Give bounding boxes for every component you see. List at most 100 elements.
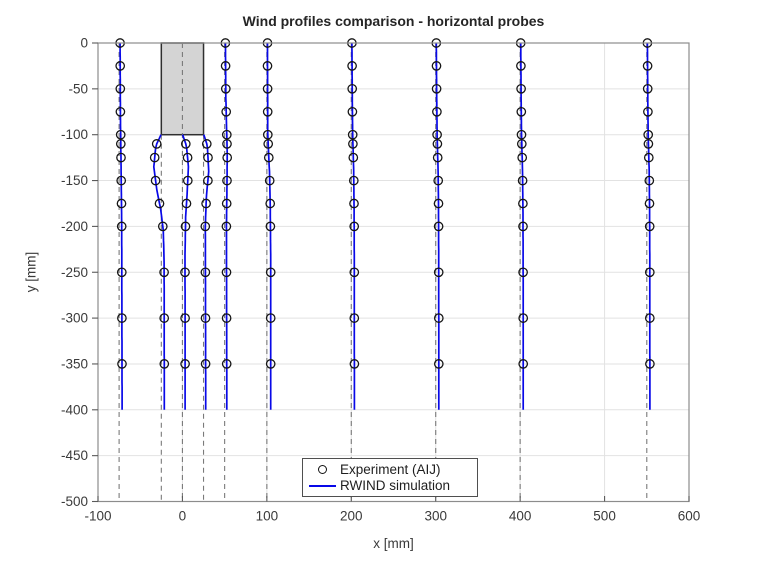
experiment-marker-icon — [317, 465, 327, 474]
y-tick-label: 0 — [80, 36, 88, 51]
y-tick-label: -450 — [61, 448, 88, 463]
simulation-line — [646, 43, 651, 410]
experiment-marker — [220, 61, 231, 71]
experiment-marker — [433, 198, 444, 209]
experiment-marker — [348, 152, 359, 163]
experiment-marker — [643, 152, 654, 163]
experiment-marker — [222, 139, 232, 149]
experiment-marker — [433, 359, 444, 369]
experiment-marker — [516, 106, 527, 117]
experiment-marker — [116, 152, 126, 163]
experiment-marker — [116, 221, 127, 232]
legend-item-experiment: Experiment (AIJ) — [307, 462, 477, 477]
experiment-marker — [347, 83, 358, 94]
experiment-marker — [115, 139, 126, 149]
experiment-marker — [516, 61, 526, 71]
x-tick-label: 0 — [179, 509, 187, 524]
y-tick-label: -400 — [61, 402, 88, 417]
x-tick-label: -100 — [84, 509, 111, 524]
experiment-marker — [221, 106, 232, 117]
experiment-marker — [517, 175, 528, 186]
experiment-marker — [518, 313, 529, 323]
experiment-marker — [263, 152, 274, 163]
experiment-marker — [644, 221, 655, 232]
experiment-marker — [263, 139, 274, 149]
experiment-marker — [264, 175, 275, 186]
experiment-marker — [642, 83, 653, 94]
experiment-marker — [200, 221, 211, 232]
experiment-marker — [347, 61, 357, 71]
experiment-marker — [644, 267, 655, 278]
experiment-marker — [150, 175, 161, 186]
y-tick-label: -300 — [61, 311, 88, 326]
experiment-marker — [151, 139, 162, 149]
experiment-marker — [645, 359, 655, 369]
experiment-marker — [117, 359, 127, 369]
experiment-marker — [201, 139, 212, 149]
experiment-marker — [518, 359, 529, 369]
legend-label-experiment: Experiment (AIJ) — [340, 462, 441, 477]
x-tick-label: 400 — [509, 509, 532, 524]
experiment-marker — [221, 221, 232, 232]
experiment-marker — [433, 175, 444, 186]
y-tick-label: -500 — [61, 494, 88, 509]
legend-marker-cell — [307, 465, 337, 474]
experiment-marker — [200, 359, 211, 369]
experiment-marker — [180, 221, 191, 232]
experiment-marker — [221, 313, 232, 323]
experiment-marker — [149, 152, 160, 163]
experiment-marker — [262, 129, 273, 140]
x-tick-label: 300 — [424, 509, 447, 524]
y-tick-label: -100 — [61, 127, 88, 142]
legend-label-simulation: RWIND simulation — [340, 478, 451, 493]
experiment-marker — [180, 267, 190, 278]
simulation-line — [266, 43, 272, 410]
experiment-marker — [115, 83, 126, 94]
experiment-marker — [220, 83, 231, 94]
x-tick-label: 500 — [593, 509, 616, 524]
experiment-marker — [116, 175, 127, 186]
experiment-marker — [643, 106, 653, 117]
experiment-marker — [203, 152, 213, 163]
experiment-marker — [433, 313, 444, 323]
experiment-marker — [180, 313, 190, 323]
experiment-marker — [348, 175, 359, 186]
chart-title: Wind profiles comparison - horizontal pr… — [242, 13, 545, 29]
legend-item-simulation: RWIND simulation — [307, 478, 477, 493]
x-tick-label: 600 — [678, 509, 701, 524]
x-tick-label: 200 — [340, 509, 363, 524]
experiment-marker — [115, 61, 126, 71]
legend-marker-cell — [307, 484, 337, 487]
simulation-line-icon — [308, 484, 336, 487]
experiment-marker — [262, 106, 273, 117]
experiment-marker — [644, 313, 655, 323]
experiment-marker — [432, 139, 443, 149]
experiment-marker — [347, 106, 358, 117]
experiment-marker — [349, 198, 359, 209]
experiment-marker — [181, 198, 192, 209]
experiment-marker — [432, 106, 442, 117]
experiment-marker — [516, 83, 526, 94]
experiment-marker — [221, 359, 232, 369]
experiment-marker — [265, 198, 276, 209]
simulation-line — [152, 134, 166, 410]
experiment-marker — [262, 61, 273, 71]
experiment-marker — [159, 267, 169, 278]
experiment-marker — [201, 198, 211, 209]
experiment-marker — [518, 221, 528, 232]
experiment-marker — [265, 221, 276, 232]
experiment-marker — [117, 313, 127, 323]
experiment-marker — [347, 129, 358, 140]
experiment-marker — [221, 129, 232, 140]
experiment-marker — [349, 221, 360, 232]
y-tick-label: -150 — [61, 173, 88, 188]
experiment-marker — [643, 129, 654, 140]
experiment-marker — [265, 313, 276, 323]
simulation-line — [435, 43, 440, 410]
experiment-marker — [159, 359, 170, 369]
y-tick-label: -350 — [61, 356, 88, 371]
experiment-marker — [115, 129, 126, 140]
experiment-marker — [180, 359, 190, 369]
